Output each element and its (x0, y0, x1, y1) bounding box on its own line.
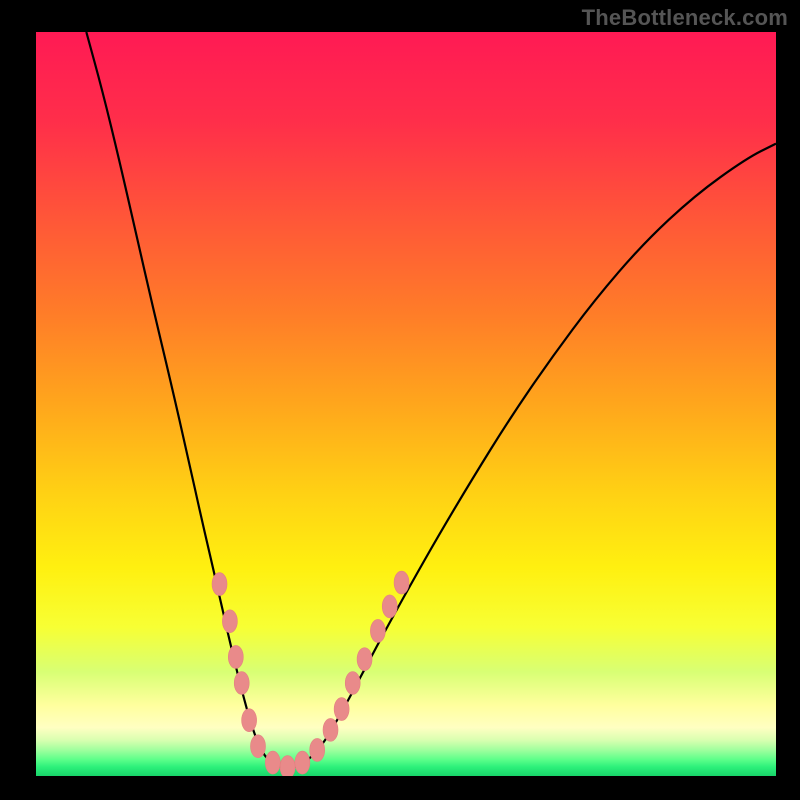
marker-point (242, 709, 257, 732)
marker-point (394, 571, 409, 594)
marker-point (234, 672, 249, 695)
figure-canvas: TheBottleneck.com (0, 0, 800, 800)
marker-point (222, 610, 237, 633)
plot-area (36, 32, 776, 776)
marker-point (357, 648, 372, 671)
marker-point (310, 738, 325, 761)
marker-point (382, 595, 397, 618)
marker-point (265, 751, 280, 774)
gradient-background (36, 32, 776, 776)
marker-point (370, 619, 385, 642)
marker-point (334, 698, 349, 721)
marker-point (345, 672, 360, 695)
marker-point (295, 751, 310, 774)
marker-point (212, 573, 227, 596)
marker-point (228, 645, 243, 668)
marker-point (323, 718, 338, 741)
marker-point (280, 756, 295, 776)
marker-point (251, 735, 266, 758)
watermark-text: TheBottleneck.com (582, 5, 788, 31)
plot-svg (36, 32, 776, 776)
